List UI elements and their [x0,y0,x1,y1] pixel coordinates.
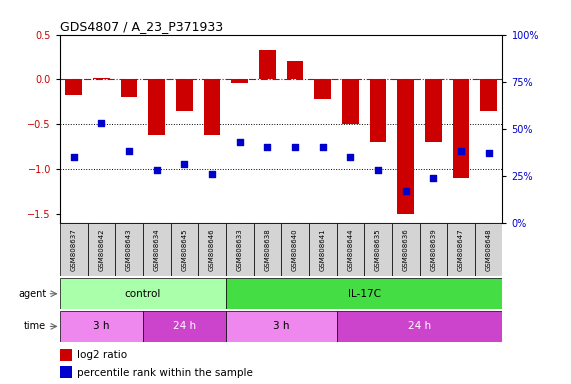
Point [429,174,438,180]
Point [263,144,272,151]
Point [235,139,244,145]
Bar [115,223,143,276]
Bar [171,223,198,276]
Bar [60,349,72,361]
Text: GSM808638: GSM808638 [264,228,271,271]
Bar [397,79,414,214]
Point [207,171,216,177]
Point [373,167,383,173]
Bar [60,311,143,342]
Bar [121,79,138,97]
Bar [60,278,226,309]
Bar [453,79,469,178]
Bar [364,223,392,276]
Text: GSM808646: GSM808646 [209,228,215,271]
Text: IL-17C: IL-17C [348,289,381,299]
Text: agent: agent [18,289,46,299]
Bar [447,223,475,276]
Point [124,148,134,154]
Text: control: control [124,289,161,299]
Bar [66,79,82,96]
Bar [176,79,193,111]
Text: GSM808644: GSM808644 [347,228,353,271]
Bar [336,311,502,342]
Bar [93,78,110,79]
Text: GSM808633: GSM808633 [237,228,243,271]
Bar [370,79,387,142]
Bar [254,223,282,276]
Point [346,154,355,160]
Text: GSM808639: GSM808639 [431,228,436,271]
Text: GSM808648: GSM808648 [486,228,492,271]
Text: GSM808636: GSM808636 [403,228,409,271]
Point [291,144,300,151]
Text: 3 h: 3 h [93,321,110,331]
Bar [420,223,447,276]
Text: GSM808640: GSM808640 [292,228,298,271]
Point [401,188,410,194]
Bar [204,79,220,135]
Point [69,154,78,160]
Text: GSM808637: GSM808637 [71,228,77,271]
Bar [259,50,276,79]
Bar [287,61,303,79]
Text: GSM808635: GSM808635 [375,228,381,271]
Bar [198,223,226,276]
Text: 3 h: 3 h [273,321,289,331]
Text: GSM808645: GSM808645 [182,228,187,271]
Text: 24 h: 24 h [173,321,196,331]
Bar [315,79,331,99]
Point [97,120,106,126]
Bar [143,223,171,276]
Text: log2 ratio: log2 ratio [77,350,127,360]
Text: percentile rank within the sample: percentile rank within the sample [77,367,253,377]
Bar [231,79,248,83]
Text: GSM808642: GSM808642 [98,228,104,271]
Bar [392,223,420,276]
Bar [226,223,254,276]
Bar [480,79,497,111]
Text: GSM808634: GSM808634 [154,228,160,271]
Bar [475,223,502,276]
Text: GSM808647: GSM808647 [458,228,464,271]
Text: 24 h: 24 h [408,321,431,331]
Bar [226,311,336,342]
Text: GSM808641: GSM808641 [320,228,325,271]
Bar [87,223,115,276]
Bar [226,278,502,309]
Bar [148,79,165,135]
Point [180,161,189,167]
Bar [60,223,87,276]
Point [318,144,327,151]
Point [484,150,493,156]
Bar [309,223,336,276]
Text: time: time [24,321,46,331]
Text: GSM808643: GSM808643 [126,228,132,271]
Bar [425,79,441,142]
Bar [282,223,309,276]
Text: GDS4807 / A_23_P371933: GDS4807 / A_23_P371933 [60,20,223,33]
Point [152,167,162,173]
Bar [143,311,226,342]
Bar [60,366,72,379]
Point [456,148,465,154]
Bar [342,79,359,124]
Bar [336,223,364,276]
